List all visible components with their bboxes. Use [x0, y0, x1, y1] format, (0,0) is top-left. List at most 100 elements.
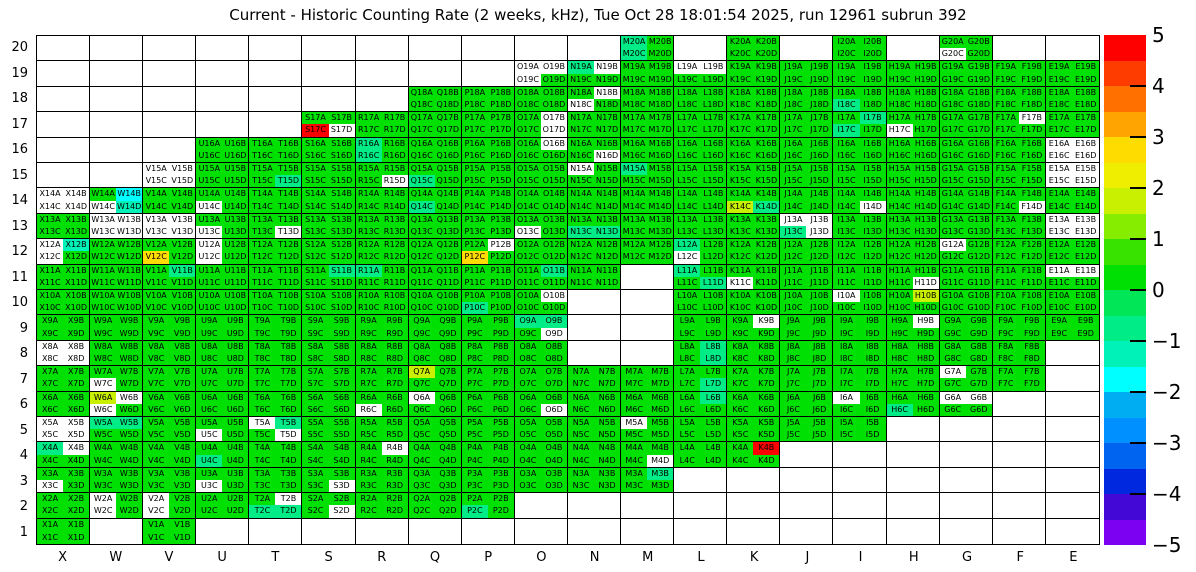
cell-label-G17A: G17A	[939, 112, 966, 125]
cell-N5: N5A N5B N5C N5D	[567, 416, 622, 443]
cell-label-Q11B: Q11B	[434, 264, 461, 277]
cell-label-N15A: N15A	[567, 162, 595, 176]
cell-label-K9B: K9B	[753, 315, 780, 328]
cell-label-R2A: R2A	[355, 493, 382, 506]
cell-label-X7D: X7D	[63, 378, 90, 391]
cell-F18: F18A F18B F18C F18D	[992, 86, 1046, 113]
cell-label-I12B: I12B	[859, 239, 886, 252]
colorbar-segment-1	[1104, 60, 1146, 86]
cell-label-P13D: P13D	[487, 225, 514, 239]
cell-H3	[886, 467, 940, 494]
cell-label-M15D: M15D	[647, 175, 674, 188]
cell-label-J14A: J14A	[780, 188, 807, 201]
cell-label-T7D: T7D	[275, 378, 302, 391]
cell-label-H12C: H12C	[886, 251, 913, 264]
cell-label-V10C: V10C	[143, 302, 170, 315]
cell-label-L4D: L4D	[700, 454, 727, 467]
cell-F9: F9A F9B F9C F9D	[992, 315, 1046, 341]
x-axis-label-T: T	[271, 550, 280, 565]
cell-M10	[621, 289, 675, 316]
y-axis-label-1: 1	[19, 524, 28, 540]
cell-label-M20A: M20A	[621, 36, 648, 49]
cell-label-Q10C: Q10C	[408, 302, 435, 315]
cell-label-U16A: U16A	[196, 137, 223, 150]
cell-label-M16D: M16D	[647, 149, 674, 162]
cell-N4: N4A N4B N4C N4D	[567, 442, 622, 468]
cell-label-R4D: R4D	[381, 454, 408, 467]
cell-label-J16D: J16D	[806, 149, 833, 162]
cell-label-O9A: O9A	[514, 315, 541, 328]
cell-label-Q6C: Q6C	[408, 403, 435, 416]
cell-label-Q5C: Q5C	[408, 429, 435, 442]
cell-label-K11C: K11C	[727, 276, 754, 289]
cell-label-R9C: R9C	[355, 327, 382, 340]
cell-label-P18A: P18A	[461, 86, 488, 99]
cell-label-L8A: L8A	[674, 340, 701, 353]
cell-M12: M12A M12B M12C M12D	[621, 239, 675, 265]
cell-label-M19A: M19A	[621, 61, 648, 74]
cell-J14: J14A J14B J14C J14D	[780, 188, 834, 214]
cell-label-W5C: W5C	[90, 429, 117, 442]
cell-P16: P16A P16B P16C P16D	[461, 137, 515, 163]
cell-K3	[727, 467, 781, 494]
cell-M11	[621, 264, 675, 290]
colorbar-segment-9	[1104, 264, 1146, 290]
cell-label-F11D: F11D	[1018, 276, 1045, 289]
colorbar-label-4: 4	[1152, 74, 1165, 98]
cell-label-S16B: S16B	[328, 137, 355, 150]
cell-I17: I17A I17B I17C I17D	[833, 112, 887, 138]
cell-L8: L8A L8B L8C L8D	[674, 340, 728, 367]
cell-F14: F14A F14B F14C F14D	[992, 188, 1046, 214]
cell-label-F16D: F16D	[1018, 149, 1045, 162]
cell-label-H15B: H15B	[912, 162, 939, 176]
cell-label-Q6A: Q6A	[408, 391, 435, 404]
cell-label-P12D: P12D	[487, 251, 514, 264]
x-axis-label-E: E	[1069, 550, 1078, 565]
cell-label-O7C: O7C	[514, 378, 541, 391]
cell-label-W13B: W13B	[116, 213, 143, 226]
cell-W16	[90, 137, 144, 163]
cell-T5: T5A T5B T5C T5D	[249, 416, 303, 443]
cell-K8: K8A K8B K8C K8D	[727, 340, 781, 367]
cell-H16: H16A H16B H16C H16D	[886, 137, 940, 163]
cell-label-I15A: I15A	[833, 162, 860, 176]
cell-label-O18B: O18B	[540, 86, 567, 99]
cell-label-Q11D: Q11D	[434, 276, 461, 289]
cell-label-K8A: K8A	[727, 340, 754, 353]
cell-label-F15A: F15A	[992, 162, 1019, 176]
cell-label-J11A: J11A	[780, 264, 807, 277]
cell-label-S6B: S6B	[328, 391, 355, 404]
colorbar-segment-10	[1104, 290, 1146, 316]
cell-label-N16D: N16D	[594, 149, 621, 162]
cell-V4: V4A V4B V4C V4D	[143, 442, 197, 468]
cell-label-K10A: K10A	[727, 289, 754, 303]
cell-label-P13B: P13B	[487, 213, 514, 226]
cell-label-V12A: V12A	[143, 239, 170, 252]
cell-label-K11D: K11D	[753, 276, 780, 289]
cell-label-Q3D: Q3D	[434, 479, 461, 493]
cell-label-M4B: M4B	[647, 442, 674, 455]
cell-label-E9D: E9D	[1072, 327, 1099, 340]
cell-label-O14A: O14A	[514, 188, 541, 201]
cell-X20	[37, 36, 91, 62]
cell-V8: V8A V8B V8C V8D	[143, 340, 197, 367]
cell-G15: G15A G15B G15C G15D	[939, 162, 993, 189]
cell-label-X11A: X11A	[37, 264, 64, 277]
cell-U14: U14A U14B U14C U14D	[196, 188, 250, 214]
cell-label-K18C: K18C	[727, 98, 754, 112]
cell-label-G17D: G17D	[965, 124, 992, 137]
cell-label-U14B: U14B	[222, 188, 249, 201]
cell-X7: X7A X7B X7C X7D	[37, 366, 91, 392]
cell-label-U11A: U11A	[196, 264, 223, 277]
cell-label-L11B: L11B	[700, 264, 727, 277]
cell-label-R10A: R10A	[355, 289, 382, 303]
cell-label-M4C: M4C	[621, 454, 648, 467]
cell-Q19	[408, 61, 462, 87]
cell-label-O12D: O12D	[540, 251, 567, 264]
cell-label-P17B: P17B	[487, 112, 514, 125]
cell-O11: O11A O11B O11C O11D	[514, 264, 568, 290]
cell-label-P6D: P6D	[487, 403, 514, 416]
cell-M5: M5A M5B M5C M5D	[621, 416, 675, 443]
x-axis-label-X: X	[58, 550, 68, 565]
cell-label-K7B: K7B	[753, 366, 780, 379]
